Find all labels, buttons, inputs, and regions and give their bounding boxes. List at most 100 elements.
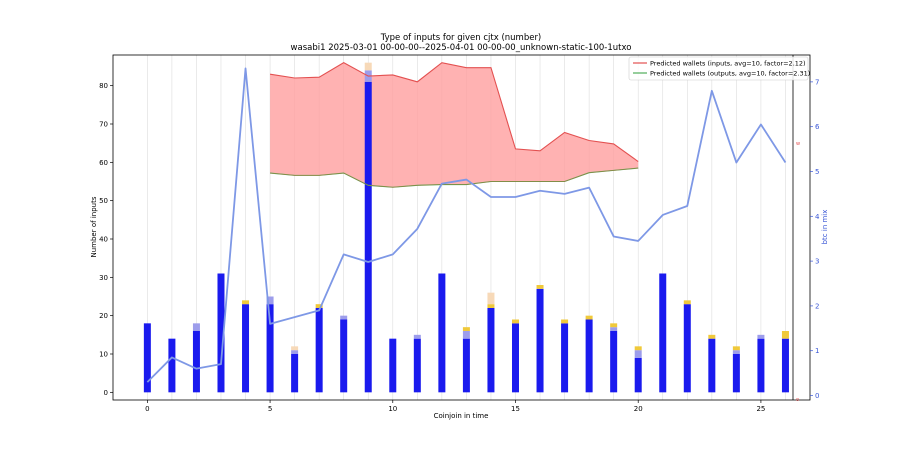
y-axis-ticks: 0 10 20 30 40 50 60 70 80 bbox=[99, 82, 113, 397]
y2-tick-label: 1 bbox=[815, 347, 819, 355]
legend-label-outputs: Predicted wallets (outputs, avg=10, fact… bbox=[650, 70, 810, 78]
bar-segment bbox=[732, 346, 740, 351]
wallet-band-area bbox=[270, 62, 639, 188]
bar-segment bbox=[340, 315, 348, 320]
bar-segment bbox=[781, 331, 789, 339]
bar-segment bbox=[487, 304, 495, 308]
bar-segment bbox=[683, 304, 691, 393]
bar-segment bbox=[438, 273, 446, 393]
x-tick-label: 15 bbox=[511, 405, 520, 413]
bar-segment bbox=[217, 273, 225, 393]
bar-segment bbox=[192, 323, 200, 331]
y-tick-label: 20 bbox=[99, 312, 108, 320]
y-tick-label: 80 bbox=[99, 82, 108, 90]
bar-segment bbox=[561, 323, 569, 393]
bar-segment bbox=[242, 304, 250, 393]
predicted-wallets-outputs-overlay bbox=[270, 167, 639, 188]
y-tick-label: 50 bbox=[99, 197, 108, 205]
bar-segment bbox=[315, 308, 323, 393]
bar-segment bbox=[757, 334, 765, 339]
legend: Predicted wallets (inputs, avg=10, facto… bbox=[628, 56, 810, 81]
y2-tick-label: 2 bbox=[815, 302, 819, 310]
bar-segment bbox=[634, 357, 642, 393]
y-tick-label: 70 bbox=[99, 121, 108, 129]
bar-segment bbox=[340, 319, 348, 393]
bar-segment bbox=[511, 319, 519, 324]
y2-tick-label: 4 bbox=[815, 213, 820, 221]
legend-box bbox=[628, 56, 809, 81]
bar-segment bbox=[732, 354, 740, 393]
y2-axis-label: btc in mix bbox=[821, 210, 829, 245]
bar-segment bbox=[708, 334, 716, 339]
bar-segment bbox=[610, 323, 618, 328]
bar-segment bbox=[291, 354, 299, 393]
x-tick-label: 0 bbox=[145, 405, 149, 413]
bar-segment bbox=[708, 338, 716, 393]
y2-tick-label: 6 bbox=[815, 123, 820, 131]
x-tick-label: 20 bbox=[634, 405, 643, 413]
chart-subtitle: wasabi1 2025-03-01 00-00-00--2025-04-01 … bbox=[291, 43, 632, 53]
bar-segment bbox=[266, 296, 274, 305]
x-tick-label: 5 bbox=[268, 405, 272, 413]
bar-segment bbox=[487, 292, 495, 305]
bar-segment bbox=[462, 327, 470, 331]
bar-segment bbox=[462, 331, 470, 339]
y-tick-label: 40 bbox=[99, 236, 108, 244]
bar-segment bbox=[757, 338, 765, 393]
y2-tick-label: 5 bbox=[815, 168, 819, 176]
legend-label-inputs: Predicted wallets (inputs, avg=10, facto… bbox=[650, 60, 806, 68]
bar-segment bbox=[732, 350, 740, 354]
chart-title: Type of inputs for given cjtx (number) bbox=[380, 33, 542, 43]
bar-segment bbox=[242, 300, 250, 305]
y-tick-label: 60 bbox=[99, 159, 108, 167]
plot-frame bbox=[112, 54, 811, 401]
bar-segment bbox=[462, 338, 470, 393]
bar-segment bbox=[266, 304, 274, 393]
btc-in-mix-line bbox=[146, 67, 787, 383]
bar-segment bbox=[610, 331, 618, 393]
y-axis-label: Number of inputs bbox=[90, 196, 98, 257]
bar-segment bbox=[536, 288, 544, 393]
right-marker-o: o bbox=[796, 397, 799, 403]
bar-segment bbox=[634, 346, 642, 351]
bar-segment bbox=[192, 331, 200, 393]
bar-segment bbox=[315, 304, 323, 308]
bar-segment bbox=[610, 327, 618, 331]
x-axis-ticks: 0 5 10 15 20 25 bbox=[145, 400, 765, 413]
bar-segment bbox=[781, 338, 789, 393]
bar-segment bbox=[291, 346, 299, 351]
bar-segment bbox=[143, 323, 151, 393]
y2-axis-ticks: 0 1 2 3 4 5 6 7 bbox=[810, 78, 820, 400]
y2-tick-label: 0 bbox=[815, 392, 819, 400]
bar-segment bbox=[487, 308, 495, 393]
x-tick-label: 25 bbox=[756, 405, 765, 413]
bar-segment bbox=[659, 273, 667, 393]
bar-segment bbox=[413, 338, 421, 393]
x-tick-label: 10 bbox=[388, 405, 397, 413]
bar-segment bbox=[364, 62, 372, 71]
x-axis-label: Coinjoin in time bbox=[434, 412, 489, 420]
bar-segment bbox=[364, 81, 372, 393]
y-tick-label: 30 bbox=[99, 274, 108, 282]
y2-tick-label: 3 bbox=[815, 258, 819, 266]
y-tick-label: 10 bbox=[99, 351, 108, 359]
bar-segment bbox=[585, 319, 593, 393]
bar-segment bbox=[291, 350, 299, 354]
y2-tick-label: 7 bbox=[815, 78, 819, 86]
predicted-wallets-inputs-line bbox=[269, 62, 639, 163]
right-marker-w: w bbox=[796, 141, 800, 147]
series-lines bbox=[146, 62, 787, 383]
bar-segment bbox=[511, 323, 519, 393]
bar-segment bbox=[413, 334, 421, 339]
bar-segment bbox=[389, 338, 397, 393]
bar-segment bbox=[536, 285, 544, 289]
wallet-bands bbox=[270, 62, 639, 188]
bar-segment bbox=[561, 319, 569, 324]
bar-segment bbox=[168, 338, 176, 393]
y-tick-label: 0 bbox=[104, 389, 108, 397]
bar-segment bbox=[585, 315, 593, 320]
bar-segment bbox=[683, 300, 691, 305]
bars bbox=[143, 62, 789, 393]
bar-segment bbox=[634, 350, 642, 358]
